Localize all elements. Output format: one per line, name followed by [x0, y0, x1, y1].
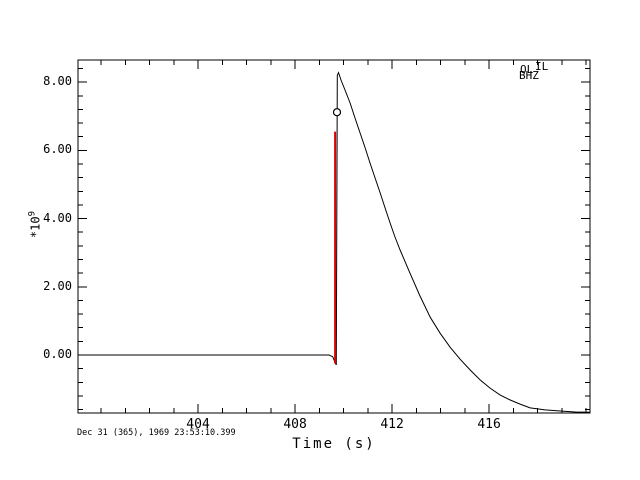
x-tick-label: 416 — [477, 417, 501, 432]
y-tick-label: 6.00 — [43, 142, 72, 157]
reference-time: Dec 31 (365), 1969 23:53:10.399 — [77, 428, 236, 438]
y-tick-label: 2.00 — [43, 278, 72, 293]
y-tick-label: 4.00 — [43, 210, 72, 225]
y-axis-scale-base: *10 — [28, 216, 43, 239]
station-label-part2: IL — [535, 60, 549, 73]
x-tick-label: 412 — [380, 417, 404, 432]
x-axis-label: Time (s) — [292, 436, 376, 452]
station-label-part1: OL — [520, 63, 534, 76]
y-tick-label: 8.00 — [43, 74, 72, 89]
y-axis-scale-exponent: 9 — [27, 210, 38, 217]
plot-frame — [77, 59, 591, 414]
data-point-marker — [332, 108, 342, 117]
waveform-line — [78, 71, 591, 413]
y-tick-label: 0.00 — [43, 347, 72, 362]
x-tick-label: 408 — [283, 417, 307, 432]
axis-ticks — [78, 60, 590, 413]
channel-label: BHZ — [519, 69, 539, 82]
y-axis-label: *109 — [27, 195, 44, 255]
x-tick-label: 404 — [186, 417, 210, 432]
